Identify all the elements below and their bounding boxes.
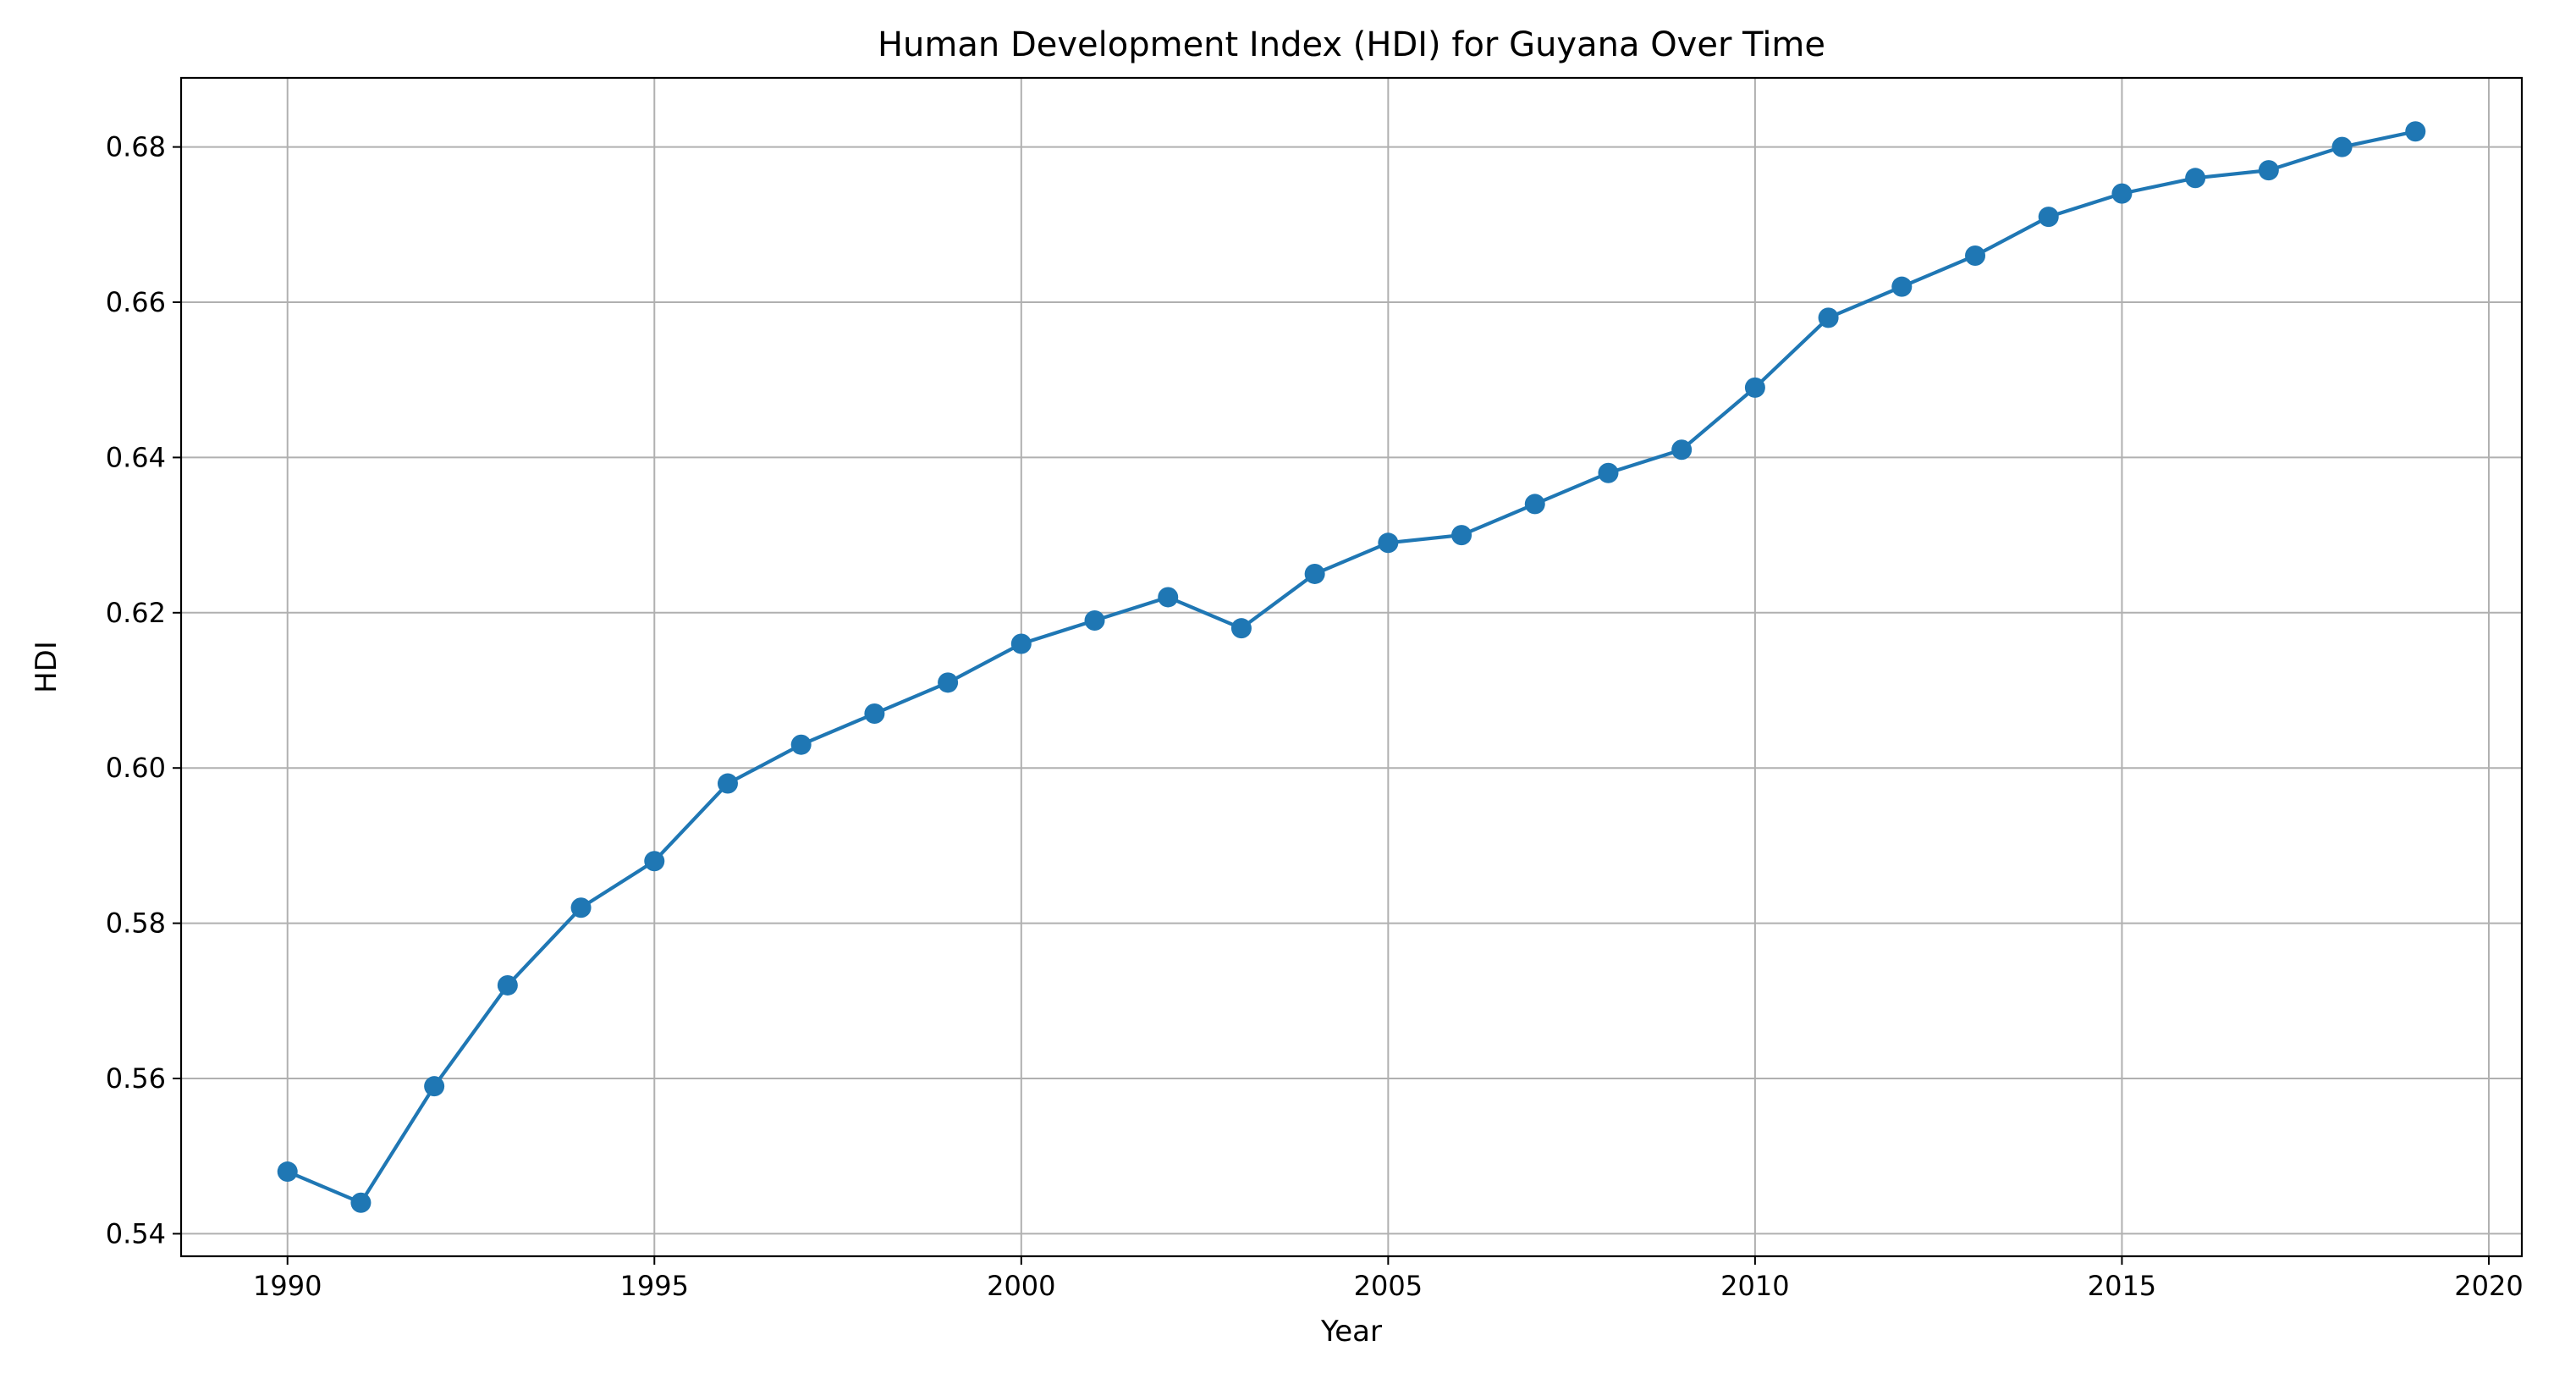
x-tick-label: 2000 (987, 1270, 1055, 1302)
data-point-marker (1451, 525, 1472, 546)
y-axis-label: HDI (30, 641, 63, 693)
y-tick-label: 0.58 (106, 907, 166, 940)
axis-ticks (173, 146, 2490, 1265)
y-tick-label: 0.60 (106, 752, 166, 784)
data-point-marker (864, 703, 885, 725)
y-tick-label: 0.62 (106, 597, 166, 629)
data-point-marker (2405, 121, 2426, 142)
y-tick-label: 0.56 (106, 1062, 166, 1095)
data-point-marker (1818, 307, 1839, 328)
data-point-marker (1230, 618, 1252, 639)
y-tick-label: 0.66 (106, 286, 166, 318)
x-tick-label: 2015 (2088, 1270, 2156, 1302)
x-tick-label: 2020 (2454, 1270, 2523, 1302)
data-point-marker (2258, 160, 2279, 181)
x-tick-label: 1990 (253, 1270, 322, 1302)
x-tick-label: 2005 (1354, 1270, 1423, 1302)
x-tick-label: 1995 (620, 1270, 689, 1302)
plot-area-frame (179, 76, 2524, 1258)
data-point-marker (938, 672, 959, 693)
x-axis-label: Year (1320, 1315, 1382, 1349)
y-tick-label: 0.54 (106, 1217, 166, 1249)
data-point-marker (1524, 494, 1545, 515)
x-tick-label: 2010 (1720, 1270, 1789, 1302)
data-point-marker (1304, 563, 1325, 584)
data-point-marker (424, 1076, 445, 1097)
data-point-marker (717, 773, 738, 794)
data-point-marker (1891, 276, 1913, 297)
data-point-marker (1965, 245, 1986, 266)
data-point-marker (277, 1161, 298, 1183)
data-point-marker (2331, 136, 2353, 157)
data-point-marker (1378, 532, 1399, 554)
data-point-marker (1671, 439, 1693, 461)
data-point-marker (1010, 633, 1032, 654)
data-point-marker (2185, 168, 2206, 189)
series-line (286, 130, 2416, 1205)
data-point-marker (1744, 377, 1765, 398)
x-axis-tick-labels: 1990 1995 2000 2005 2010 2015 2020 (253, 1270, 2524, 1302)
data-series (277, 121, 2426, 1213)
data-point-marker (644, 851, 665, 872)
data-point-marker (570, 897, 592, 918)
data-point-marker (2038, 207, 2059, 228)
y-axis-tick-labels: 0.54 0.56 0.58 0.60 0.62 0.64 0.66 0.68 (106, 131, 166, 1250)
data-point-marker (497, 974, 518, 996)
data-point-marker (1084, 610, 1105, 631)
data-point-marker (350, 1192, 372, 1213)
data-point-marker (1158, 587, 1179, 608)
y-tick-label: 0.64 (106, 441, 166, 473)
data-point-marker (2111, 183, 2133, 204)
chart-title: Human Development Index (HDI) for Guyana… (878, 25, 1825, 64)
grid-lines (181, 78, 2522, 1256)
y-tick-label: 0.68 (106, 131, 166, 163)
data-point-marker (1598, 462, 1619, 483)
data-point-marker (790, 734, 812, 755)
